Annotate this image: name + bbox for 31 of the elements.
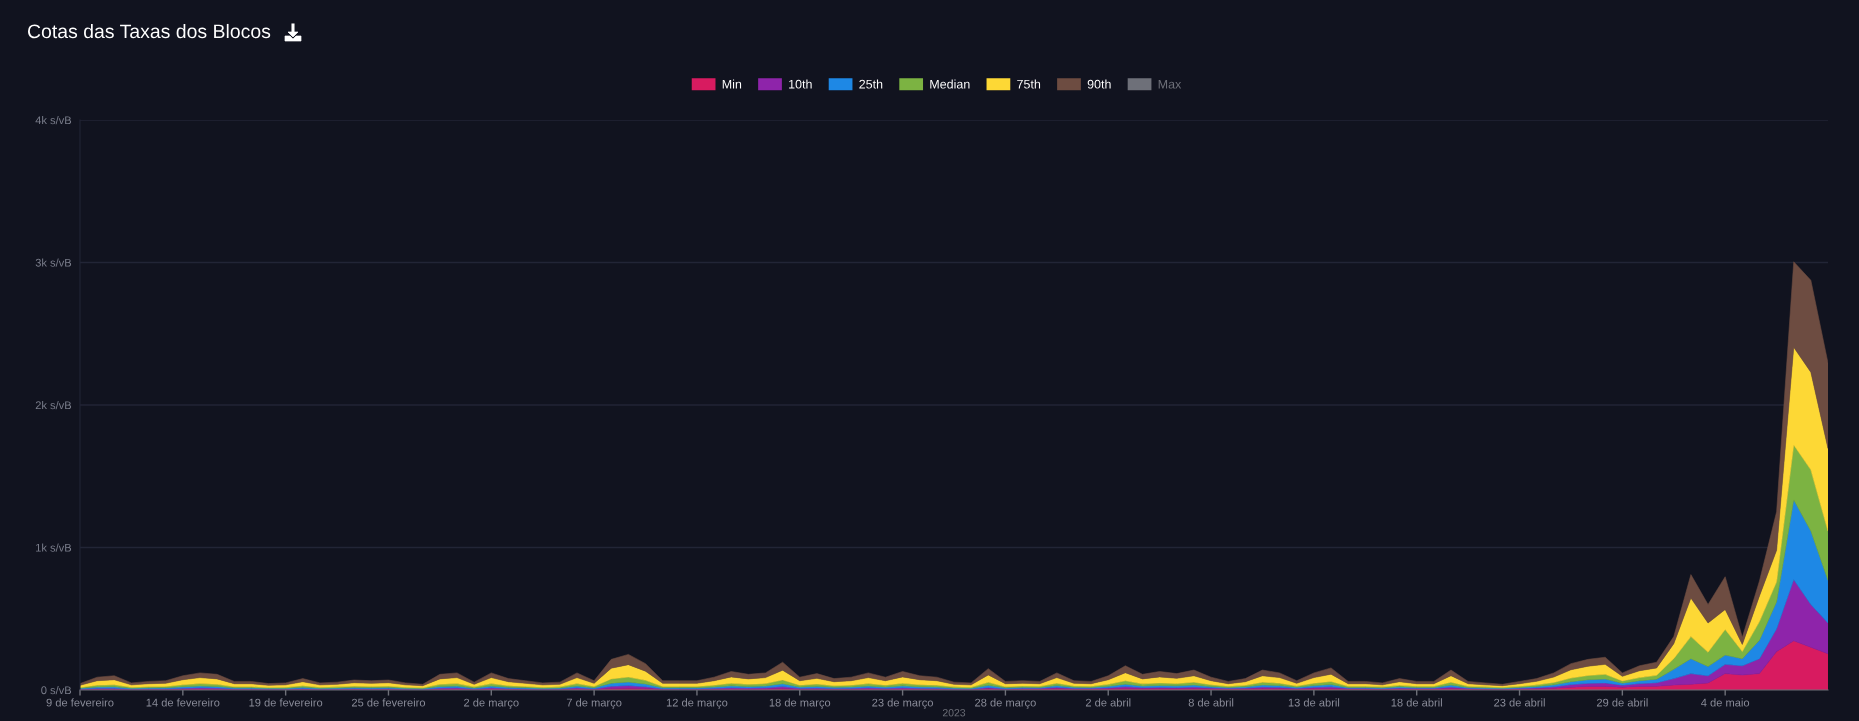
legend-label: Max [1158, 79, 1182, 89]
x-tick-label: 12 de março [666, 698, 728, 709]
x-tick-label: 29 de abril [1596, 698, 1648, 707]
x-tick-label: 25 de fevereiro [351, 698, 426, 707]
x-tick-label: 19 de fevereiro [249, 698, 323, 707]
x-tick-label: 9 de fevereiro [46, 698, 114, 707]
legend-label: 90th [1087, 79, 1111, 89]
x-tick-label: 18 de março [769, 698, 831, 709]
legend-label: 75th [1017, 79, 1041, 89]
x-tick-label: 18 de abril [1391, 698, 1442, 707]
y-tick-label: 0 s/vB [41, 685, 72, 695]
x-tick-label: 2 de março [464, 698, 519, 709]
legend-label: 25th [859, 79, 883, 89]
y-tick-label: 3k s/vB [35, 258, 72, 267]
x-tick-label: 2 de abril [1085, 698, 1131, 707]
y-tick-label: 2k s/vB [35, 400, 72, 410]
x-tick-label: 23 de março [872, 698, 934, 709]
x-tick-label: 14 de fevereiro [146, 698, 220, 707]
x-axis-title: 2023 [942, 709, 966, 717]
legend-label: Min [722, 79, 742, 89]
x-tick-label: 23 de abril [1494, 698, 1545, 707]
y-tick-label: 1k s/vB [36, 543, 72, 552]
x-tick-label: 13 de abril [1288, 698, 1340, 707]
x-tick-label: 8 de abril [1188, 698, 1234, 707]
x-tick-label: 4 de maio [1701, 698, 1750, 707]
y-tick-label: 4k s/vB [35, 115, 72, 125]
chart-title: Cotas das Taxas dos Blocos [27, 23, 271, 39]
legend-label: 10th [789, 79, 812, 89]
legend-label: Median [930, 79, 970, 89]
x-tick-label: 28 de março [975, 698, 1036, 709]
x-tick-label: 7 de março [566, 698, 622, 709]
